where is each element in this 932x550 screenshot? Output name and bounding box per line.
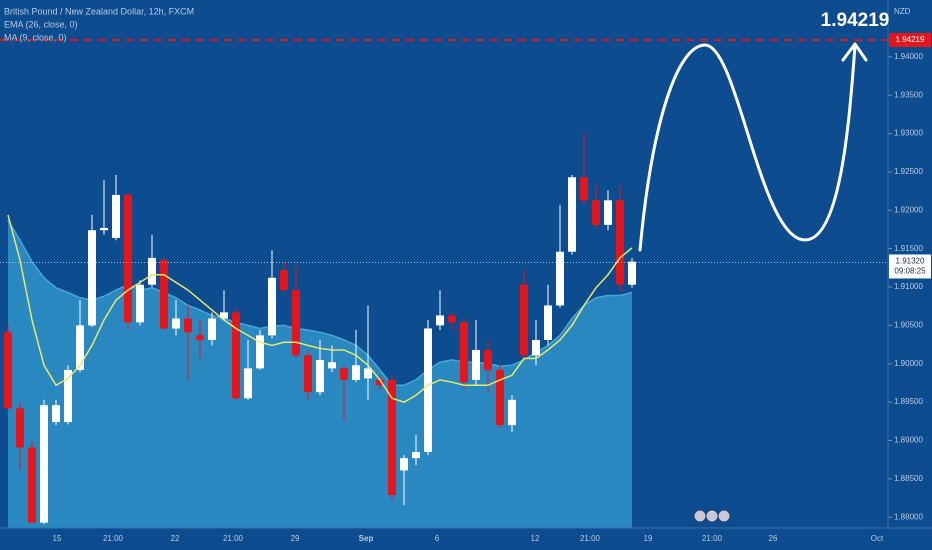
candle-body — [484, 349, 492, 370]
projection-curve — [638, 43, 857, 252]
countdown-label: 09:08:25 — [894, 267, 926, 276]
candle-body — [88, 230, 96, 326]
candle-body — [40, 405, 48, 523]
y-tick-label: 1.88000 — [894, 512, 923, 521]
candle-body — [388, 379, 396, 495]
x-tick-label: 15 — [53, 534, 62, 543]
candle-body — [460, 322, 468, 383]
y-tick-label: 1.90500 — [894, 321, 923, 330]
candle-body — [196, 335, 204, 340]
x-tick-label: 6 — [435, 534, 440, 543]
candle-body — [304, 355, 312, 393]
candle-body — [52, 405, 60, 423]
candle-body — [28, 447, 36, 523]
candle-body — [292, 290, 300, 356]
candle-body — [580, 177, 588, 201]
candle-body — [628, 261, 636, 285]
y-tick-label: 1.89500 — [894, 397, 923, 406]
event-icon — [705, 509, 719, 523]
target-tag — [889, 32, 931, 47]
chart-title: British Pound / New Zealand Dollar, 12h,… — [4, 6, 194, 16]
y-tick-label: 1.90000 — [894, 359, 923, 368]
candle-body — [244, 368, 252, 399]
y-tick-label: 1.92500 — [894, 167, 923, 176]
y-tick-label: 1.91500 — [894, 244, 923, 253]
ema-line — [7, 219, 633, 387]
target-tag-label: 1.94219 — [896, 35, 925, 44]
x-tick-label: 29 — [291, 534, 300, 543]
indicator-label: MA (9, close, 0) — [4, 32, 67, 42]
x-tick-label: Sep — [359, 534, 374, 543]
candle-body — [472, 349, 480, 380]
y-tick-label: 1.88500 — [894, 474, 923, 483]
candle-body — [316, 359, 324, 393]
flag-icons — [693, 509, 731, 523]
candle-body — [616, 200, 624, 285]
target-label: 1.94219 — [821, 10, 890, 31]
candle-body — [496, 369, 504, 426]
candle-body — [412, 452, 420, 459]
price-tag — [889, 254, 931, 279]
candle-body — [340, 368, 348, 380]
candle-body — [172, 318, 180, 329]
event-icon — [717, 509, 731, 523]
candle-body — [424, 328, 432, 453]
candle-body — [568, 177, 576, 252]
candle-body — [520, 284, 528, 356]
candle-body — [100, 227, 108, 231]
candle-body — [256, 335, 264, 369]
candle-body — [160, 260, 168, 329]
x-tick-label: 21:00 — [103, 534, 124, 543]
candle-body — [364, 368, 372, 379]
candle-body — [208, 318, 216, 340]
x-tick-label: 22 — [171, 534, 180, 543]
x-tick-label: 26 — [769, 534, 778, 543]
x-tick-label: 12 — [531, 534, 540, 543]
event-icon — [693, 509, 707, 523]
candle-body — [124, 194, 132, 323]
candle-body — [448, 315, 456, 323]
candle-body — [4, 332, 12, 409]
y-tick-label: 1.93000 — [894, 129, 923, 138]
candle-body — [508, 399, 516, 426]
x-tick-label: 21:00 — [223, 534, 244, 543]
candle-body — [64, 369, 72, 423]
candle-body — [532, 339, 540, 356]
y-tick-label: 1.94000 — [894, 52, 923, 61]
candle-body — [436, 315, 444, 326]
ma-line — [7, 214, 633, 403]
candle-body — [544, 305, 552, 340]
candle-body — [76, 325, 84, 370]
candle-body — [604, 200, 612, 225]
y-tick-label: 1.93500 — [894, 90, 923, 99]
candle-body — [556, 251, 564, 306]
candle-body — [280, 270, 288, 291]
candle-body — [592, 200, 600, 225]
candle-body — [136, 284, 144, 323]
candle-body — [352, 365, 360, 380]
candle-body — [376, 379, 384, 386]
x-tick-label: Oct — [871, 534, 884, 543]
x-tick-label: 21:00 — [580, 534, 601, 543]
y-tick-label: 1.91000 — [894, 282, 923, 291]
candle-body — [328, 362, 336, 369]
x-tick-label: 19 — [644, 534, 653, 543]
candle-body — [148, 257, 156, 285]
candle-body — [268, 277, 276, 336]
y-tick-label: 1.92000 — [894, 205, 923, 214]
y-tick-label: 1.89000 — [894, 436, 923, 445]
candle-body — [16, 408, 24, 448]
candle-body — [220, 312, 228, 319]
projection-arrowhead — [841, 42, 868, 62]
x-tick-label: 21:00 — [702, 534, 723, 543]
current-price-label: 1.91320 — [896, 257, 925, 266]
indicator-label: EMA (26, close, 0) — [4, 19, 78, 29]
candle-body — [112, 194, 120, 238]
candle-body — [400, 458, 408, 471]
candle-body — [232, 312, 240, 399]
candle-body — [184, 318, 192, 333]
currency-label: NZD — [894, 7, 911, 16]
